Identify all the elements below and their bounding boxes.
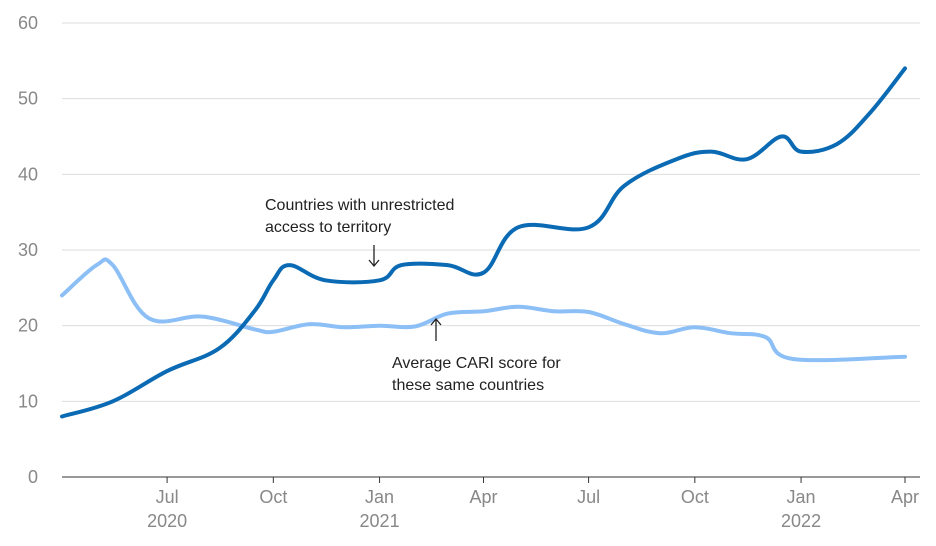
x-tick-label-month: Apr (469, 487, 497, 507)
arrow-down-icon (368, 245, 380, 268)
annotation-unrestricted-line-2: access to territory (265, 219, 391, 236)
series-lines (60, 66, 907, 419)
x-tick-label-year: 2020 (147, 511, 187, 531)
annotation-cari-line-2: these same countries (392, 377, 544, 394)
y-tick-label: 30 (18, 240, 38, 260)
y-tick-label: 10 (18, 391, 38, 411)
gridlines (62, 22, 920, 402)
y-tick-label: 20 (18, 316, 38, 336)
y-tick-label: 50 (18, 89, 38, 109)
annotation-cari: Average CARI score for these same countr… (392, 317, 561, 394)
y-tick-label: 60 (18, 13, 38, 33)
annotation-unrestricted-line-1: Countries with unrestricted (265, 197, 454, 214)
arrow-up-icon (430, 317, 442, 341)
x-tick-label-month: Jul (577, 487, 600, 507)
x-tick-label-month: Jan (787, 487, 816, 507)
y-tick-label: 40 (18, 164, 38, 184)
y-tick-label: 0 (28, 467, 38, 487)
annotation-unrestricted: Countries with unrestricted access to te… (265, 197, 454, 268)
series-line-unrestricted-access (60, 66, 907, 419)
x-tick-label-month: Jul (156, 487, 179, 507)
x-tick-label-month: Apr (891, 487, 919, 507)
y-axis-tick-labels: 0 10 20 30 40 50 60 (18, 13, 38, 487)
series-line-average-cari-score (60, 257, 907, 363)
x-axis-tick-labels: Jul 2020 Oct Jan 2021 Apr Jul Oct Jan 2022 Apr (147, 477, 919, 531)
x-tick-label-month: Oct (259, 487, 287, 507)
x-tick-label-year: 2022 (781, 511, 821, 531)
x-tick-label-month: Jan (365, 487, 394, 507)
annotation-cari-line-1: Average CARI score for (392, 355, 561, 372)
x-tick-label-year: 2021 (360, 511, 400, 531)
x-tick-label-month: Oct (681, 487, 709, 507)
